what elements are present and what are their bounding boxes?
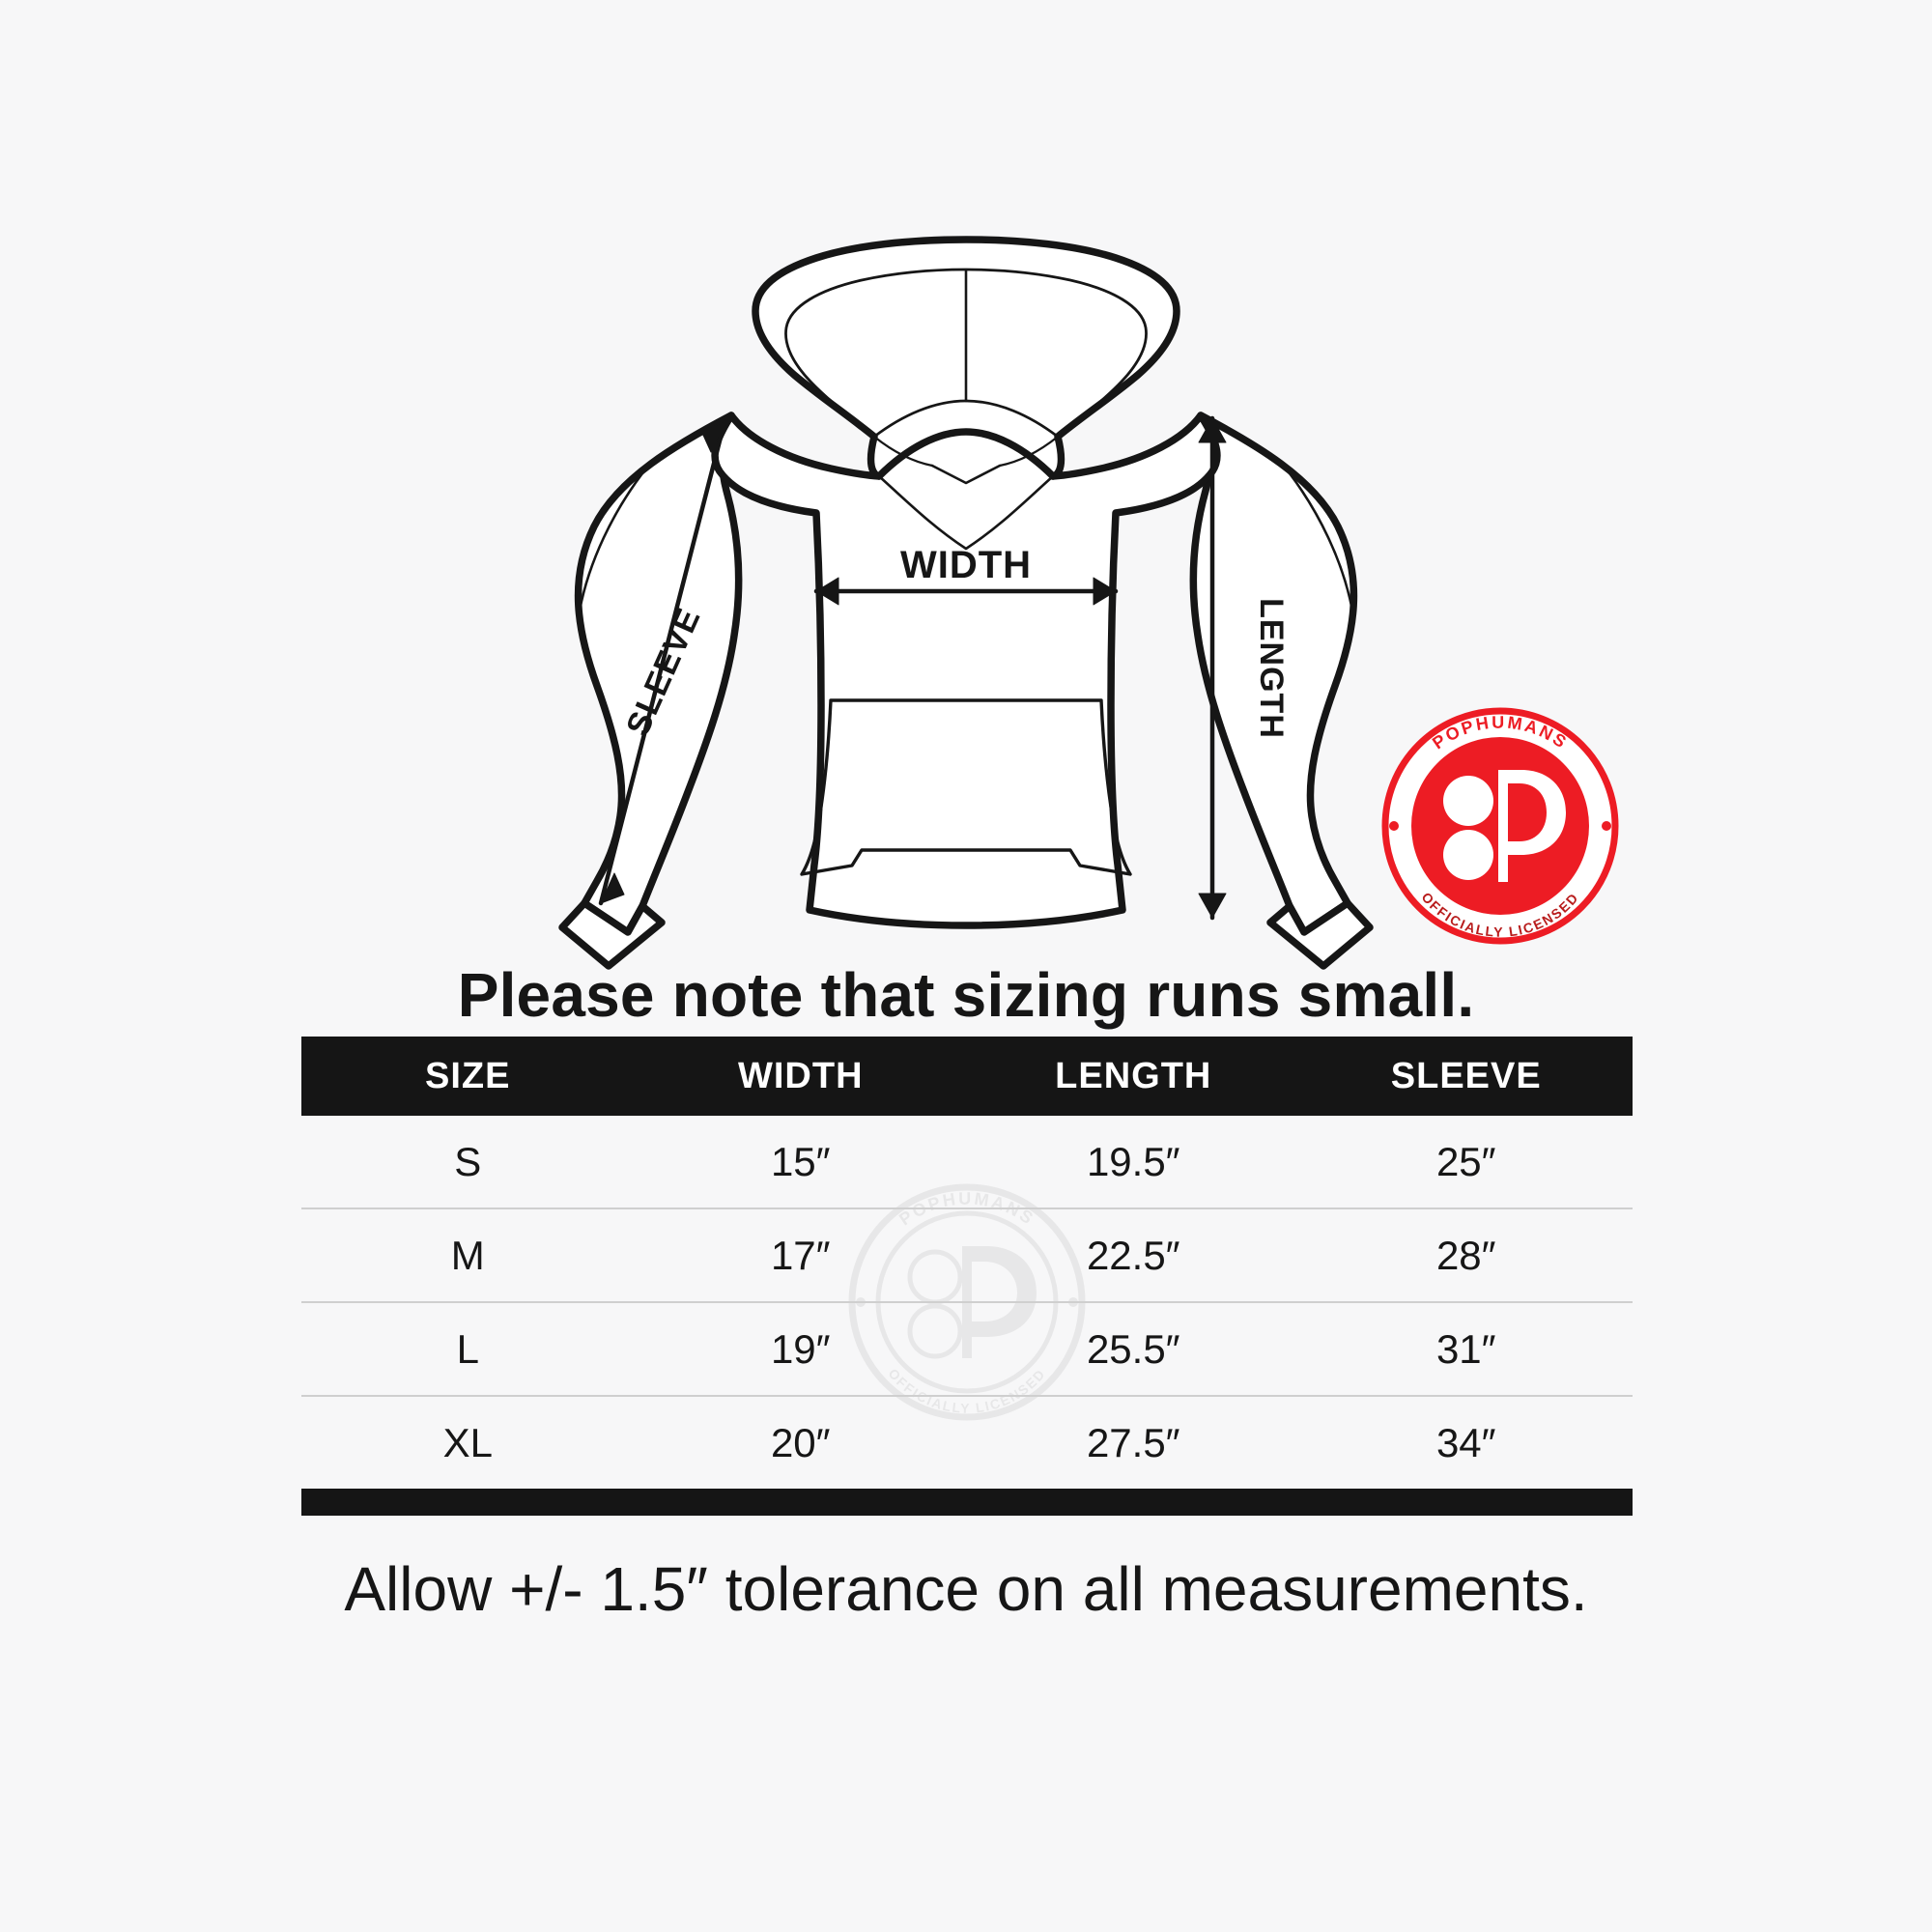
- svg-text:LENGTH: LENGTH: [1253, 598, 1290, 739]
- svg-text:WIDTH: WIDTH: [900, 544, 1032, 586]
